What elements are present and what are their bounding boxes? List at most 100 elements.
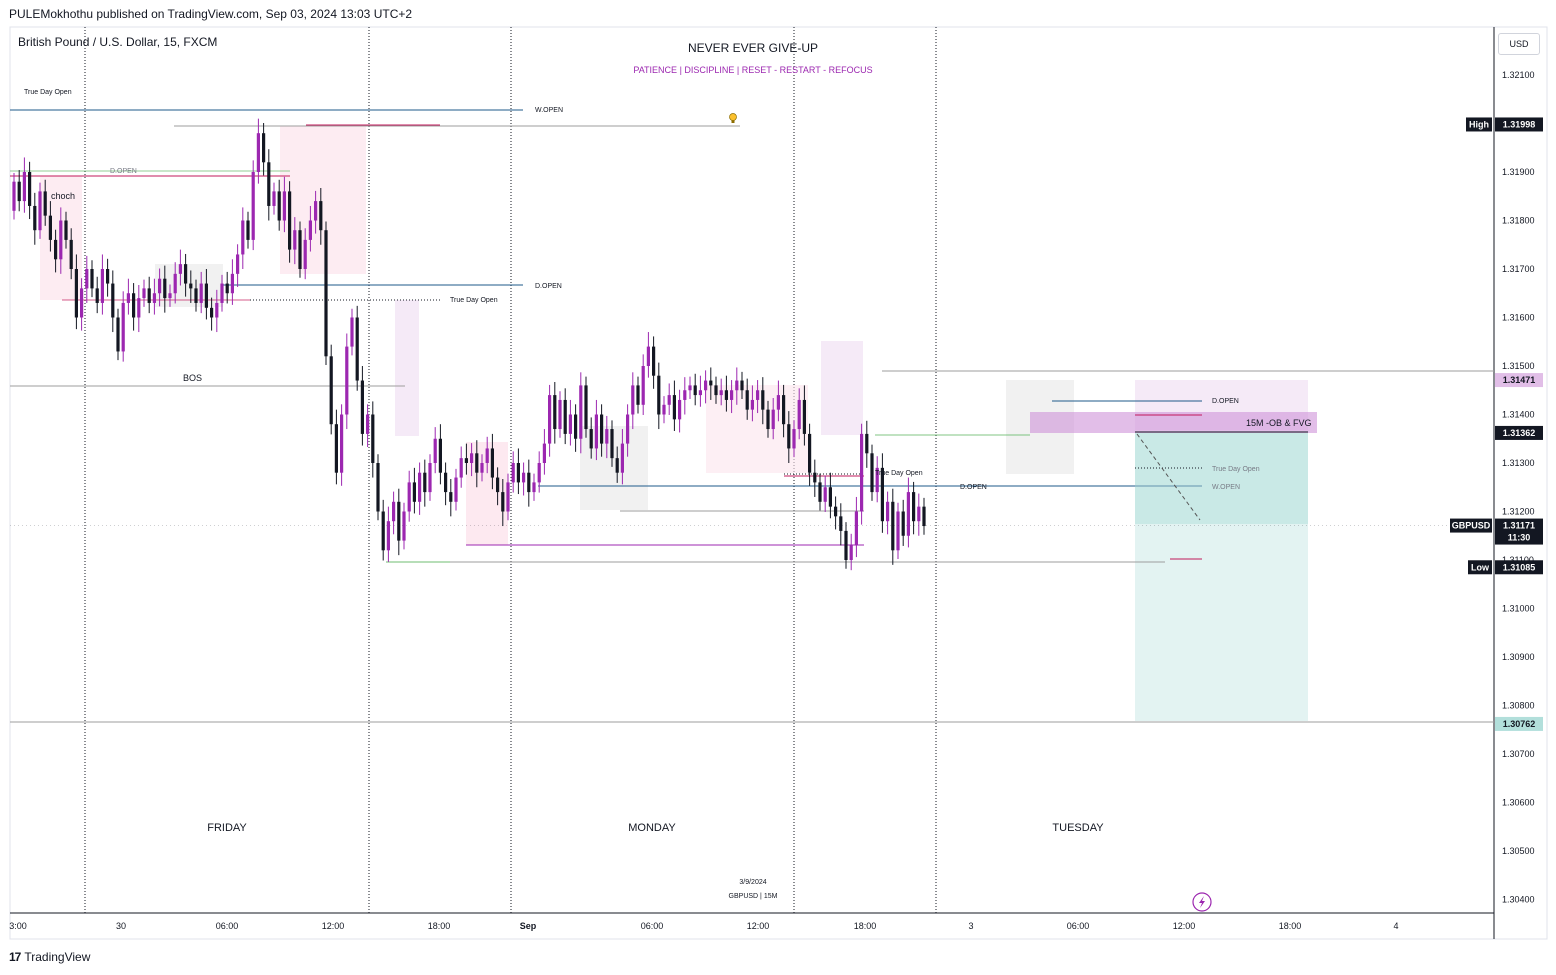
candle — [173, 262, 177, 304]
candle — [111, 270, 115, 333]
candle — [277, 179, 281, 231]
candle — [542, 429, 546, 475]
y-tick-label: 1.31400 — [1502, 410, 1535, 420]
publisher-line: PULEMokhothu published on TradingView.co… — [9, 7, 413, 21]
candle — [334, 409, 338, 485]
true-day-open-label-2: True Day Open — [450, 297, 498, 304]
projection-line — [1136, 433, 1201, 521]
candle — [412, 467, 416, 514]
candle — [672, 380, 676, 431]
candles — [12, 118, 926, 571]
candle — [459, 446, 463, 488]
candle — [766, 400, 770, 438]
x-tick-label: Sep — [520, 921, 537, 931]
candle — [906, 477, 910, 548]
candle — [137, 285, 141, 333]
candle — [823, 475, 827, 512]
zone-target-near — [1135, 433, 1308, 524]
y-tick-label: 1.31100 — [1502, 555, 1534, 565]
tradingview-brand[interactable]: 17 TradingView — [9, 950, 90, 964]
candle — [282, 176, 286, 233]
candle — [319, 188, 323, 245]
candle — [922, 497, 926, 535]
candle — [860, 423, 864, 525]
candle — [178, 249, 182, 286]
x-tick-label: 12:00 — [747, 921, 770, 931]
candle — [740, 371, 744, 399]
candle — [22, 157, 26, 213]
price-tag-2-value: 1.31362 — [1503, 428, 1536, 438]
d-open-label-2: D.OPEN — [535, 283, 562, 290]
candle — [106, 258, 110, 297]
y-tick-label: 1.31600 — [1502, 313, 1535, 323]
candle — [85, 255, 89, 303]
high-tag-value: 1.31998 — [1503, 119, 1536, 129]
candle — [745, 378, 749, 420]
candle — [631, 372, 635, 430]
candle — [194, 279, 198, 312]
ob-fvg-label: 15M -OB & FVG — [1246, 418, 1312, 428]
candle — [657, 362, 661, 430]
candle — [605, 415, 609, 459]
candle — [496, 467, 500, 506]
candle — [683, 377, 687, 415]
currency-button[interactable]: USD — [1498, 33, 1540, 55]
candle — [563, 388, 567, 445]
candle — [620, 429, 624, 485]
price-tag-2: 1.31362 — [1495, 425, 1543, 440]
candle — [100, 254, 104, 315]
candle — [204, 269, 208, 320]
candle — [667, 383, 671, 415]
y-tick-label: 1.31200 — [1502, 507, 1535, 517]
candle — [641, 354, 645, 415]
candle — [59, 207, 63, 274]
price-axis[interactable]: 1.32100 1.31900 1.31800 1.31700 1.31600 1.315… — [1502, 70, 1535, 905]
candle — [844, 522, 848, 569]
candle — [865, 420, 869, 468]
motto-title: NEVER EVER GIVE-UP — [688, 41, 818, 55]
zone-target-far — [1135, 524, 1308, 721]
candle — [854, 496, 858, 558]
candle — [730, 380, 734, 414]
candle — [444, 462, 448, 506]
lightning-icon[interactable] — [1192, 892, 1212, 912]
candle — [870, 444, 874, 501]
candle — [48, 201, 52, 252]
candle — [761, 377, 765, 425]
day-label-tuesday: TUESDAY — [1052, 822, 1104, 834]
y-tick-label: 1.30500 — [1502, 846, 1535, 856]
zone-friday-high-supply — [280, 126, 366, 274]
time-axis[interactable]: 3:00 30 06:00 12:00 18:00 Sep 06:00 12:00 18:00 3… — [9, 921, 1398, 931]
candle — [189, 270, 193, 303]
bar-countdown: 11:30 — [1508, 533, 1531, 543]
candle — [392, 491, 396, 535]
candle — [594, 399, 598, 461]
candle — [121, 291, 125, 362]
candle — [537, 451, 541, 493]
candle — [12, 172, 16, 220]
candle — [834, 496, 838, 530]
low-tag: Low 1.31085 — [1468, 560, 1543, 575]
symbol-title[interactable]: British Pound / U.S. Dollar, 15, FXCM — [18, 35, 218, 49]
candle — [917, 493, 921, 536]
y-tick-label: 1.30900 — [1502, 652, 1535, 662]
stamp-symbol: GBPUSD | 15M — [729, 893, 778, 900]
candle — [402, 502, 406, 550]
price-tag-3-value: 1.30762 — [1503, 719, 1536, 729]
x-tick-label: 12:00 — [322, 921, 345, 931]
candle — [558, 391, 562, 438]
candle — [568, 399, 572, 446]
true-day-open-label-1: True Day Open — [24, 89, 72, 96]
y-tick-label: 1.30700 — [1502, 749, 1535, 759]
x-tick-label: 18:00 — [428, 921, 451, 931]
candle — [506, 473, 510, 521]
w-open-label-1: W.OPEN — [535, 107, 563, 114]
candle — [454, 468, 458, 511]
candle — [225, 271, 229, 304]
candle — [714, 376, 718, 404]
x-tick-label: 12:00 — [1173, 921, 1196, 931]
candle — [719, 378, 723, 406]
idea-bulb-icon[interactable] — [729, 113, 737, 124]
